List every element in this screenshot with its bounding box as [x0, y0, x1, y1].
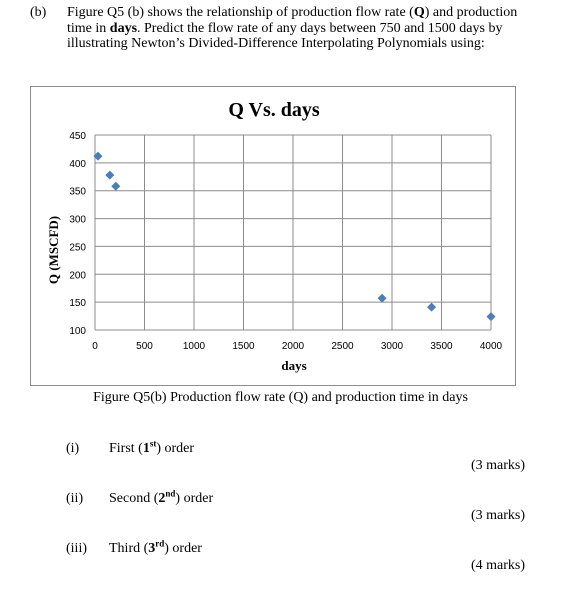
- intro-text-2: ) and production time in: [67, 5, 518, 36]
- x-tick-label: 3500: [430, 341, 453, 352]
- y-tick-label: 300: [69, 215, 86, 226]
- intro-bold-q: Q: [413, 5, 425, 20]
- scatter-chart: Q Vs. days days Q (MSCFD) 100 150 200 250 30…: [46, 99, 503, 373]
- x-tick-label: 4000: [480, 341, 503, 352]
- data-point: [486, 312, 496, 322]
- y-tick-label: 200: [69, 270, 86, 281]
- x-tick-label: 2000: [282, 341, 305, 352]
- part-2-text-a: Second (: [109, 491, 159, 506]
- part-1-text-b: ) order: [156, 441, 195, 456]
- x-tick-label: 0: [92, 341, 98, 352]
- part-3-text-a: Third (: [109, 541, 149, 556]
- x-tick-label: 500: [136, 341, 153, 352]
- question-label: (b): [30, 5, 47, 20]
- question-intro: Figure Q5 (b) shows the relationship of …: [67, 5, 537, 52]
- data-point: [377, 293, 387, 303]
- part-1-text: First (1st) order: [109, 438, 195, 457]
- part-1-text-a: First (: [109, 441, 143, 456]
- y-axis-label: Q (MSCFD): [46, 216, 61, 284]
- part-2-text: Second (2nd) order: [109, 488, 214, 507]
- y-tick-label: 450: [69, 131, 86, 142]
- part-3-ordinal: 3rd: [148, 538, 165, 556]
- part-2-text-b: ) order: [175, 491, 214, 506]
- x-tick-label: 2500: [331, 341, 354, 352]
- part-3-number: (iii): [66, 541, 87, 556]
- x-axis-label: days: [281, 358, 306, 373]
- chart-frame: Q Vs. days days Q (MSCFD) 100 150 200 250 30…: [30, 86, 516, 386]
- part-2-ordinal: 2nd: [158, 488, 176, 506]
- y-tick-label: 250: [69, 242, 86, 253]
- data-point: [105, 170, 115, 180]
- x-tick-label: 3000: [381, 341, 404, 352]
- intro-text-3: . Predict the flow rate of any days betw…: [67, 20, 503, 52]
- intro-bold-days: days: [109, 20, 138, 36]
- x-tick-label: 1500: [232, 341, 255, 352]
- part-1-marks: (3 marks): [470, 458, 525, 473]
- chart-title: Q Vs. days: [228, 99, 320, 121]
- data-point: [427, 302, 437, 312]
- part-2-marks: (3 marks): [470, 508, 525, 523]
- part-3-text-b: ) order: [164, 541, 202, 556]
- data-point: [93, 151, 103, 161]
- part-2-number: (ii): [66, 491, 84, 506]
- y-tick-label: 100: [69, 326, 86, 337]
- part-3-marks: (4 marks): [470, 558, 525, 573]
- intro-text-1: Figure Q5 (b) shows the relationship of …: [67, 5, 414, 20]
- y-tick-label: 400: [69, 159, 86, 170]
- y-tick-label: 150: [69, 298, 86, 309]
- part-3-text: Third (3rd) order: [109, 538, 202, 557]
- part-1-ordinal: 1st: [142, 438, 157, 456]
- x-tick-label: 1000: [183, 341, 206, 352]
- y-tick-label: 350: [69, 187, 86, 198]
- data-point: [111, 181, 121, 191]
- figure-caption: Figure Q5(b) Production flow rate (Q) an…: [93, 390, 468, 405]
- part-1-number: (i): [66, 441, 80, 456]
